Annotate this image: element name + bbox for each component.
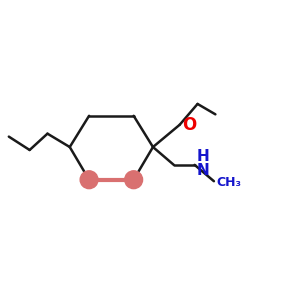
Text: H
N: H N <box>197 149 210 178</box>
Circle shape <box>125 171 142 189</box>
Text: CH₃: CH₃ <box>216 176 241 189</box>
Circle shape <box>80 171 98 189</box>
Text: O: O <box>182 116 196 134</box>
